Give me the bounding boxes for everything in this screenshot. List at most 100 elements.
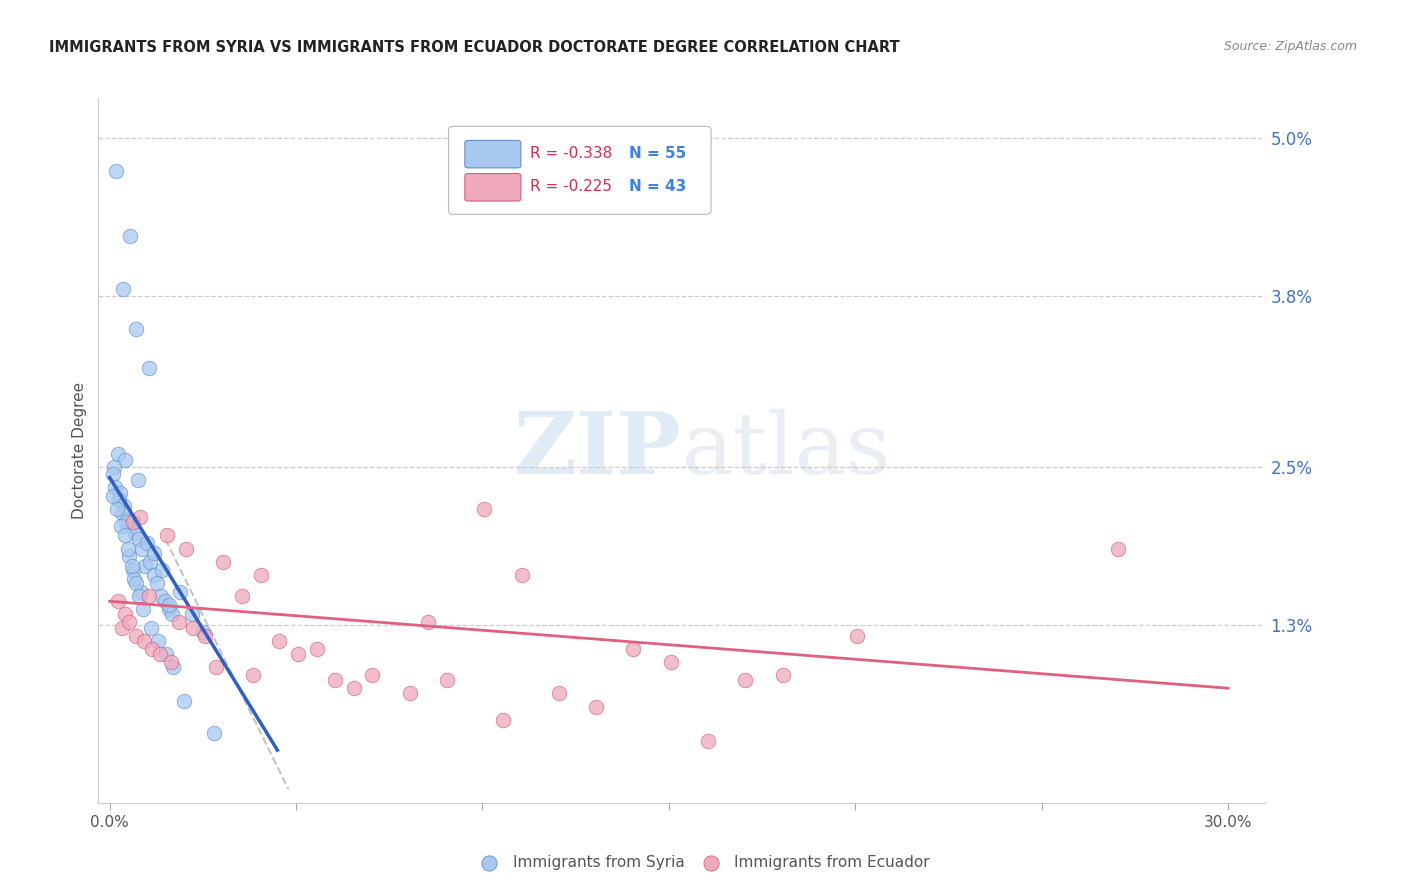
Point — [212, 555, 235, 569]
Point — [118, 615, 141, 630]
Point — [585, 699, 607, 714]
Point — [146, 633, 169, 648]
Point — [150, 563, 173, 577]
Point — [125, 575, 148, 590]
Point — [121, 515, 143, 529]
Point — [118, 800, 141, 814]
Point — [1107, 541, 1129, 556]
Point — [343, 681, 366, 696]
Point — [202, 726, 225, 740]
FancyBboxPatch shape — [449, 127, 711, 214]
Text: IMMIGRANTS FROM SYRIA VS IMMIGRANTS FROM ECUADOR DOCTORATE DEGREE CORRELATION CH: IMMIGRANTS FROM SYRIA VS IMMIGRANTS FROM… — [49, 40, 900, 55]
Point — [174, 541, 197, 556]
Point — [129, 510, 152, 524]
Point — [242, 668, 264, 682]
Point — [110, 621, 132, 635]
Point — [128, 589, 150, 603]
Point — [169, 585, 191, 599]
Point — [120, 519, 142, 533]
Point — [108, 492, 131, 507]
Text: ZIP: ZIP — [515, 409, 682, 492]
Point — [105, 502, 128, 516]
Point — [323, 673, 346, 688]
Point — [125, 321, 148, 335]
Point — [659, 655, 682, 669]
Point — [772, 668, 794, 682]
Point — [142, 568, 165, 582]
Point — [398, 686, 420, 700]
Point — [139, 555, 162, 569]
Point — [110, 506, 132, 520]
Point — [138, 361, 160, 376]
Point — [231, 589, 253, 603]
Point — [361, 668, 384, 682]
Point — [103, 459, 125, 474]
Point — [162, 660, 184, 674]
Point — [121, 558, 143, 573]
Point — [107, 447, 129, 461]
Point — [510, 568, 533, 582]
Point — [846, 628, 869, 642]
Point — [128, 533, 150, 547]
Point — [305, 641, 328, 656]
Point — [117, 513, 139, 527]
Point — [115, 515, 138, 529]
Point — [155, 647, 177, 661]
Point — [205, 660, 228, 674]
FancyBboxPatch shape — [465, 140, 520, 168]
Point — [118, 549, 141, 564]
Text: R = -0.225: R = -0.225 — [530, 178, 627, 194]
Point — [132, 633, 155, 648]
Point — [418, 615, 440, 630]
FancyBboxPatch shape — [465, 174, 520, 201]
Point — [121, 563, 143, 577]
Text: Immigrants from Syria: Immigrants from Syria — [513, 855, 685, 871]
Point — [117, 541, 139, 556]
Point — [114, 528, 136, 542]
Point — [134, 558, 156, 573]
Point — [697, 734, 720, 748]
Point — [150, 589, 173, 603]
Text: atlas: atlas — [682, 409, 891, 492]
Point — [120, 229, 142, 244]
Point — [167, 615, 190, 630]
Point — [269, 633, 291, 648]
Text: N = 43: N = 43 — [630, 178, 686, 194]
Point — [112, 500, 135, 514]
Text: N = 55: N = 55 — [630, 145, 686, 161]
Point — [127, 473, 149, 487]
Point — [547, 686, 569, 700]
Point — [160, 655, 183, 669]
Point — [103, 489, 125, 503]
Point — [143, 545, 166, 559]
Point — [191, 624, 214, 639]
Point — [131, 541, 153, 556]
Point — [122, 572, 145, 586]
Point — [132, 602, 155, 616]
Point — [129, 585, 152, 599]
Point — [141, 641, 163, 656]
Point — [287, 647, 309, 661]
Point — [107, 594, 129, 608]
Point — [183, 621, 205, 635]
Text: R = -0.338: R = -0.338 — [530, 145, 627, 161]
Point — [125, 628, 148, 642]
Point — [111, 282, 134, 296]
Point — [149, 647, 172, 661]
Point — [173, 694, 195, 708]
Point — [436, 673, 458, 688]
Point — [734, 673, 756, 688]
Point — [157, 599, 180, 613]
Point — [623, 641, 645, 656]
Point — [162, 607, 184, 622]
Point — [105, 163, 128, 178]
Point — [472, 502, 495, 516]
Text: Source: ZipAtlas.com: Source: ZipAtlas.com — [1223, 40, 1357, 54]
Point — [108, 486, 131, 500]
Y-axis label: Doctorate Degree: Doctorate Degree — [72, 382, 87, 519]
Point — [114, 453, 136, 467]
Point — [157, 602, 180, 616]
Point — [139, 621, 162, 635]
Point — [138, 589, 160, 603]
Point — [194, 628, 217, 642]
